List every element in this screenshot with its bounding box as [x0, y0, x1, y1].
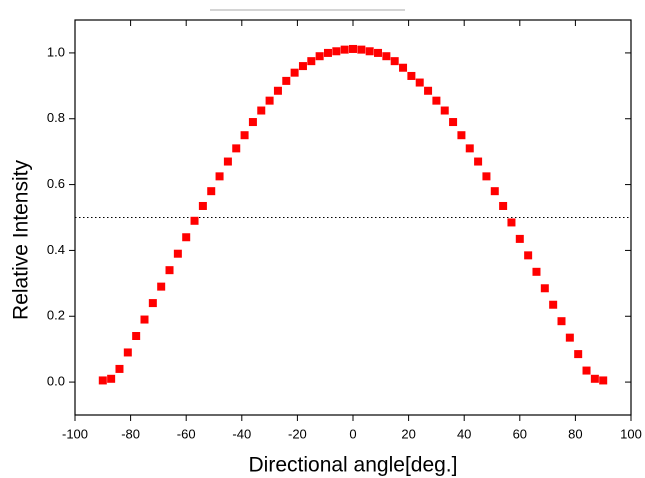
point	[465, 144, 474, 153]
point	[540, 284, 549, 293]
point	[349, 44, 357, 53]
point	[524, 251, 533, 260]
y-axis-label: Relative Intensity	[10, 160, 33, 320]
y-tick-label: 0.4	[47, 242, 65, 257]
y-tick-label: 0.6	[47, 176, 65, 191]
point	[407, 71, 416, 80]
y-tick-label: 0.8	[47, 110, 65, 125]
point	[340, 45, 349, 54]
point	[390, 57, 399, 66]
y-tick-label: 0.0	[47, 374, 65, 389]
point	[515, 234, 524, 243]
point	[365, 47, 374, 56]
point	[449, 118, 458, 127]
x-tick-label: -60	[177, 426, 196, 441]
point	[115, 364, 124, 373]
point	[490, 187, 499, 196]
point	[265, 96, 274, 105]
point	[223, 157, 232, 166]
point	[290, 68, 299, 77]
point	[123, 348, 132, 357]
point	[424, 86, 433, 95]
point	[323, 48, 332, 57]
point	[557, 317, 566, 326]
point	[173, 249, 182, 258]
point	[257, 106, 266, 115]
point	[207, 187, 216, 196]
point	[132, 332, 141, 340]
point	[315, 52, 324, 61]
point	[248, 118, 257, 127]
point	[140, 315, 149, 324]
point	[565, 333, 574, 342]
x-tick-label: 0	[349, 426, 356, 441]
point	[532, 267, 541, 276]
point	[332, 47, 341, 56]
x-tick-label: -100	[62, 426, 88, 441]
point	[574, 350, 583, 359]
point	[432, 96, 441, 105]
point	[582, 366, 591, 375]
point	[599, 376, 608, 385]
point	[198, 201, 207, 210]
point	[474, 157, 483, 166]
point	[107, 374, 116, 383]
point	[273, 86, 282, 95]
point	[482, 172, 491, 181]
point	[399, 63, 408, 72]
point	[590, 374, 599, 383]
point	[190, 216, 199, 225]
x-tick-label: -40	[232, 426, 251, 441]
x-axis-label: Directional angle[deg.]	[249, 454, 458, 477]
point	[457, 131, 466, 140]
point	[157, 282, 166, 291]
point	[374, 48, 383, 57]
y-tick-label: 1.0	[47, 44, 65, 59]
point	[549, 300, 558, 309]
point	[215, 172, 224, 181]
point	[282, 76, 291, 85]
x-tick-label: 20	[401, 426, 415, 441]
point	[307, 57, 316, 66]
point	[98, 376, 107, 385]
x-tick-label: 60	[513, 426, 527, 441]
x-tick-label: -80	[121, 426, 140, 441]
x-tick-label: 80	[568, 426, 582, 441]
point	[165, 266, 174, 275]
point	[298, 62, 307, 71]
point	[148, 299, 157, 308]
point	[440, 106, 449, 115]
point	[507, 218, 516, 227]
x-tick-label: 100	[620, 426, 642, 441]
point	[415, 78, 424, 87]
point	[382, 52, 391, 61]
point	[357, 45, 366, 54]
x-tick-label: 40	[457, 426, 471, 441]
y-tick-label: 0.2	[47, 308, 65, 323]
point	[232, 144, 241, 153]
point	[499, 201, 508, 210]
point	[240, 131, 249, 140]
x-tick-label: -20	[288, 426, 307, 441]
point	[182, 233, 191, 242]
